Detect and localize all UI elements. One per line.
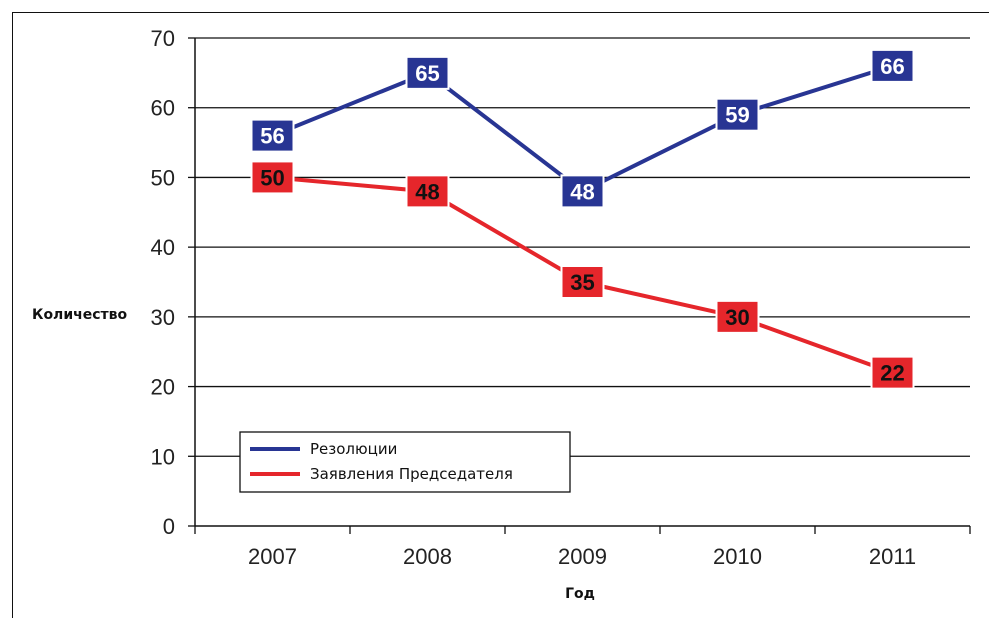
y-tick-label-20: 20 [151, 375, 175, 400]
legend: Резолюции Заявления Председателя [239, 431, 571, 493]
data-label-0-2008: 65 [415, 61, 439, 86]
series-line-0 [271, 63, 894, 194]
y-tick-label-70: 70 [151, 26, 175, 51]
frame-left-border [12, 12, 13, 618]
y-axis-title: Количество [32, 307, 128, 323]
data-label-0-2011: 66 [880, 54, 904, 79]
data-label-1-2011: 22 [880, 361, 904, 386]
data-marker-1-2008 [405, 174, 450, 209]
x-tick-label-2009: 2009 [558, 544, 607, 569]
data-marker-0-2011 [870, 48, 915, 83]
x-tick-label-2007: 2007 [248, 544, 297, 569]
data-marker-0-2009 [560, 174, 605, 209]
data-marker-0-2010 [715, 97, 760, 132]
y-tick-label-30: 30 [151, 305, 175, 330]
gridlines [195, 37, 970, 457]
legend-label-1: Заявления Председателя [310, 465, 513, 483]
data-label-0-2009: 48 [570, 179, 594, 204]
data-marker-1-2009 [560, 265, 605, 299]
data-marker-0-2007 [250, 118, 295, 153]
axes [188, 37, 971, 534]
y-tick-label-50: 50 [151, 165, 175, 190]
y-tick-label-10: 10 [151, 444, 175, 469]
x-tick-label-2010: 2010 [713, 544, 762, 569]
tick-labels: 0 10 20 30 40 50 60 70 2007 2008 2009 2010 2011 [151, 26, 917, 569]
x-tick-label-2011: 2011 [869, 544, 916, 569]
legend-box [239, 431, 571, 493]
series-group: 56 65 48 59 66 50 48 35 30 22 [250, 48, 915, 390]
y-tick-label-0: 0 [163, 514, 175, 539]
data-label-1-2010: 30 [725, 305, 749, 330]
data-marker-1-2010 [715, 299, 760, 334]
y-tick-label-60: 60 [151, 96, 175, 121]
frame-top-border [12, 12, 989, 13]
data-marker-1-2011 [870, 355, 915, 390]
y-tick-label-40: 40 [151, 235, 175, 260]
x-axis-title: Год [565, 586, 595, 602]
data-label-1-2008: 48 [415, 179, 439, 204]
data-marker-0-2008 [405, 55, 450, 90]
legend-label-0: Резолюции [310, 440, 397, 458]
data-marker-1-2007 [250, 160, 295, 195]
data-label-0-2007: 56 [260, 124, 284, 149]
x-tick-label-2008: 2008 [403, 544, 452, 569]
data-label-1-2007: 50 [260, 165, 284, 190]
data-label-1-2009: 35 [570, 270, 594, 295]
data-label-0-2010: 59 [725, 103, 749, 128]
